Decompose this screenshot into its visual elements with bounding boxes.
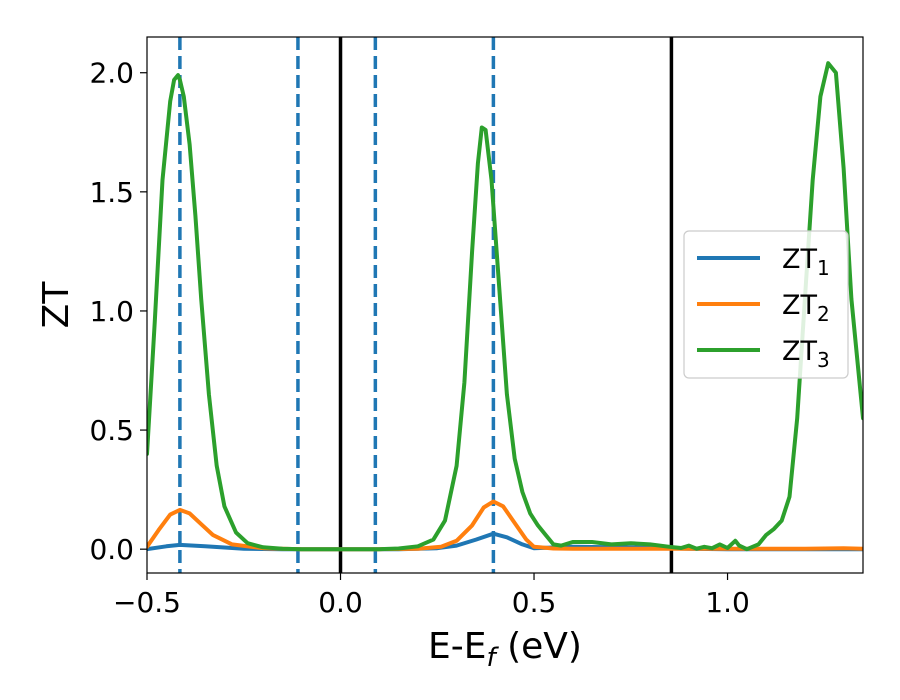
x-axis-ticks: −0.5 0.0 0.5 1.0 <box>113 573 750 619</box>
legend-label-zt1: ZT1 <box>782 244 830 280</box>
x-axis-label-main: E-E <box>428 626 486 667</box>
x-tick-label: 0.5 <box>512 586 557 619</box>
legend-box <box>683 230 849 379</box>
vertical-reference-lines <box>178 37 674 573</box>
legend: ZT1 ZT2 ZT3 <box>683 230 849 379</box>
x-tick-label: −0.5 <box>113 586 181 619</box>
legend-label-zt3: ZT3 <box>782 336 830 372</box>
series-line-zt2 <box>147 499 863 552</box>
x-tick-label: 0.0 <box>318 586 363 619</box>
plot-frame <box>146 36 864 574</box>
y-axis-ticks: 0.0 0.5 1.0 1.5 2.0 <box>89 57 147 566</box>
x-axis-label: E-Ef (eV) <box>428 626 582 673</box>
legend-label-zt2: ZT2 <box>782 290 830 326</box>
y-tick-label: 0.0 <box>89 533 134 566</box>
y-tick-label: 1.0 <box>89 295 134 328</box>
y-axis-label: ZT <box>36 281 77 329</box>
x-axis-label-unit: (eV) <box>496 626 582 667</box>
x-tick-label: 1.0 <box>705 586 750 619</box>
series-lines <box>147 61 863 552</box>
series-line-zt3 <box>147 61 863 552</box>
y-tick-label: 1.5 <box>89 176 134 209</box>
y-tick-label: 0.5 <box>89 414 134 447</box>
y-tick-label: 2.0 <box>89 57 134 90</box>
